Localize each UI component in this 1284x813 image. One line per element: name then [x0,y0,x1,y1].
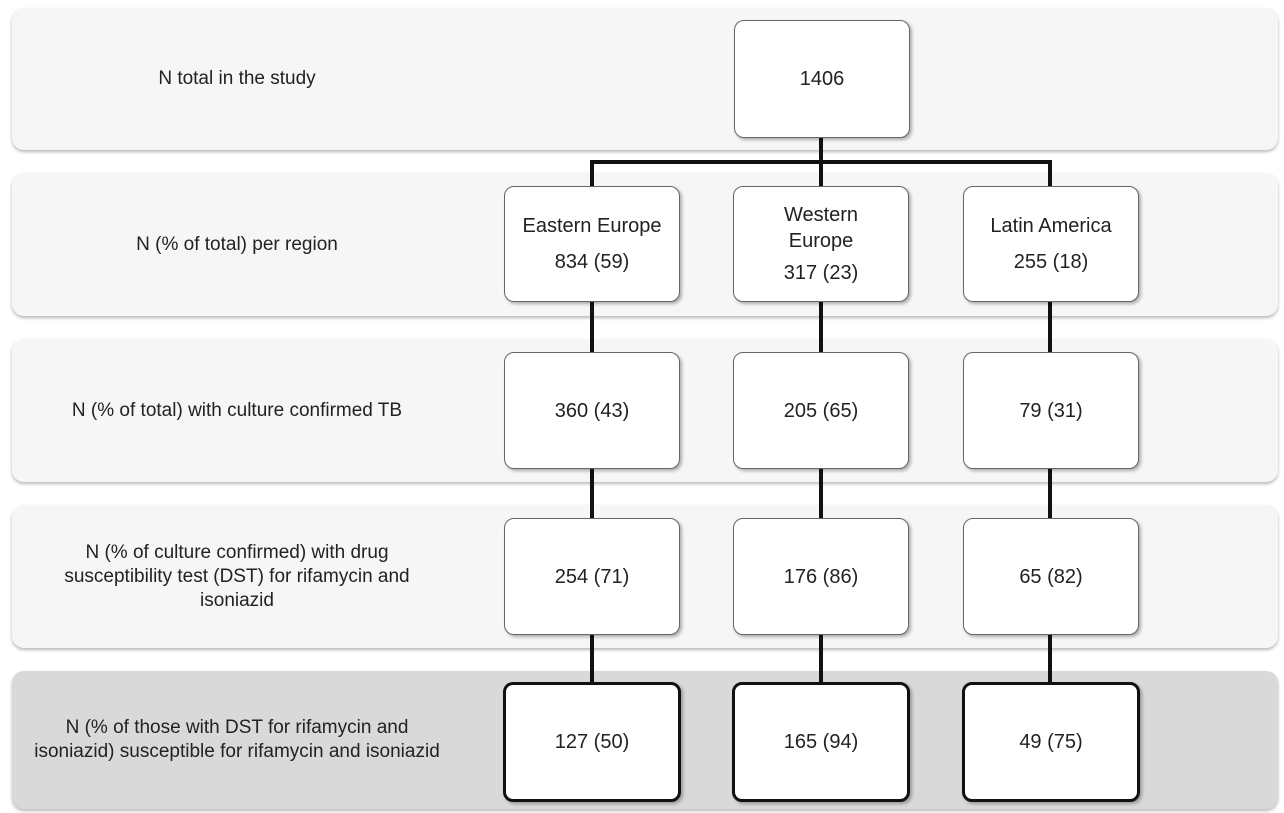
total-box: 1406 [734,20,910,138]
susceptible-box-eastern-europe: 127 (50) [503,682,681,802]
culture-count: 79 (31) [1019,399,1083,422]
susceptible-box-western-europe: 165 (94) [732,682,910,802]
row-label-dst: N (% of culture confirmed) with drug sus… [64,541,410,611]
total-value: 1406 [799,68,845,90]
culture-count: 360 (43) [554,399,630,422]
region-box-latin-america: Latin America 255 (18) [963,186,1139,302]
dst-box-latin-america: 65 (82) [963,518,1139,635]
culture-box-western-europe: 205 (65) [733,352,909,469]
dst-count: 176 (86) [783,565,859,588]
culture-count: 205 (65) [783,399,859,422]
culture-box-eastern-europe: 360 (43) [504,352,680,469]
dst-count: 65 (82) [1019,565,1083,588]
dst-box-western-europe: 176 (86) [733,518,909,635]
culture-box-latin-america: 79 (31) [963,352,1139,469]
row-label-susceptible: N (% of those with DST for rifamycin and… [34,717,440,762]
dst-count: 254 (71) [554,565,630,588]
row-band-total: N total in the study [12,8,1278,150]
row-label-region: N (% of total) per region [136,233,338,255]
region-box-western-europe: Western Europe 317 (23) [733,186,909,302]
row-label-total: N total in the study [158,68,316,89]
region-count: 255 (18) [1013,251,1089,273]
region-name: Eastern Europe [522,215,662,237]
susceptible-count: 49 (75) [1019,731,1083,753]
row-label-culture: N (% of total) with culture confirmed TB [71,399,403,421]
dst-box-eastern-europe: 254 (71) [504,518,680,635]
region-name: Latin America [990,215,1112,237]
region-box-eastern-europe: Eastern Europe 834 (59) [504,186,680,302]
region-count: 834 (59) [554,251,630,273]
susceptible-count: 127 (50) [554,731,630,753]
susceptible-count: 165 (94) [783,731,859,753]
region-count: 317 (23) [783,262,859,284]
susceptible-box-latin-america: 49 (75) [962,682,1140,802]
region-name: Western Europe [783,204,859,252]
